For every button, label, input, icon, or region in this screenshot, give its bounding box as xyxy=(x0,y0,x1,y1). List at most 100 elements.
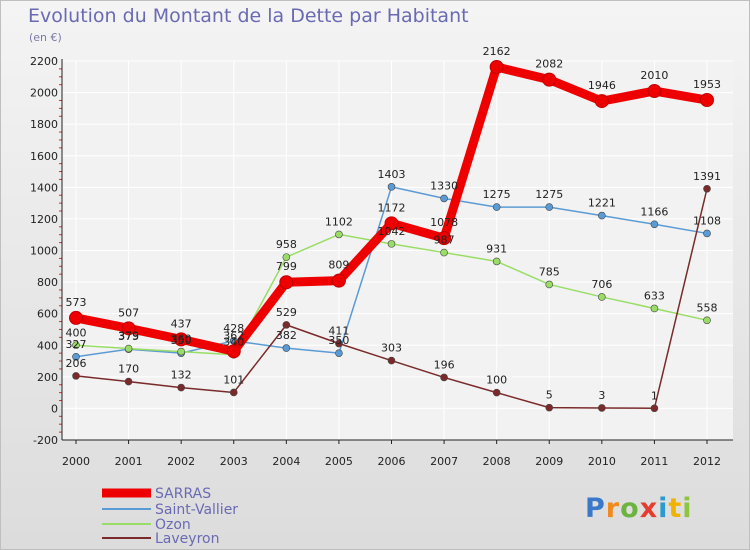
data-label: 1172 xyxy=(378,201,406,214)
data-point xyxy=(387,356,396,365)
data-point xyxy=(650,404,659,413)
data-point xyxy=(72,341,80,350)
logo-letter: i xyxy=(658,493,669,524)
data-label: 382 xyxy=(276,329,297,342)
data-label: 2082 xyxy=(535,58,563,71)
data-label: 327 xyxy=(66,338,87,351)
y-tick-label: 1600 xyxy=(30,150,58,163)
y-tick-label: 800 xyxy=(37,276,58,289)
legend-label-saint-vallier: Saint-Vallier xyxy=(155,502,238,518)
data-label: 375 xyxy=(118,330,139,343)
data-point xyxy=(174,332,189,347)
y-tick-label: 400 xyxy=(37,339,58,352)
data-label: 633 xyxy=(644,289,665,302)
logo-letter: r xyxy=(605,493,621,524)
data-point xyxy=(72,352,80,361)
legend-label-laveyron: Laveyron xyxy=(155,531,219,547)
x-tick-label: 2004 xyxy=(272,455,300,468)
data-label: 101 xyxy=(223,373,244,386)
data-label: 1391 xyxy=(693,170,721,183)
y-tick-label: 0 xyxy=(51,402,58,415)
data-label: 1042 xyxy=(378,225,406,238)
x-tick-label: 2008 xyxy=(483,455,511,468)
data-point xyxy=(703,229,711,238)
data-label: 362 xyxy=(223,329,244,342)
data-point xyxy=(650,220,659,229)
chart-title: Evolution du Montant de la Dette par Hab… xyxy=(28,5,469,27)
data-label: 958 xyxy=(276,238,297,251)
data-point xyxy=(384,216,399,231)
data-label: 1275 xyxy=(483,188,511,201)
data-point xyxy=(229,388,238,397)
data-point xyxy=(542,72,557,87)
data-point xyxy=(440,194,448,203)
data-label: 799 xyxy=(276,260,297,273)
y-tick-label: -200 xyxy=(33,434,58,447)
y-tick-label: 1800 xyxy=(30,118,58,131)
data-point xyxy=(545,280,554,289)
data-label: 428 xyxy=(223,322,244,335)
data-label: 196 xyxy=(434,358,455,371)
data-label: 132 xyxy=(171,369,192,382)
data-label: 1403 xyxy=(378,168,406,181)
data-label: 1166 xyxy=(640,205,668,218)
data-point xyxy=(598,211,606,220)
x-tick-label: 2005 xyxy=(325,455,353,468)
y-tick-label: 2200 xyxy=(30,55,58,68)
data-point xyxy=(72,372,80,380)
proxiti-logo: Proxiti xyxy=(585,493,693,524)
y-tick-label: 200 xyxy=(37,371,58,384)
x-tick-label: 2003 xyxy=(220,455,248,468)
data-label: 931 xyxy=(486,242,507,255)
data-label: 1330 xyxy=(430,179,458,192)
data-point xyxy=(437,231,452,246)
x-tick-label: 2006 xyxy=(378,455,406,468)
data-point xyxy=(598,293,606,301)
data-label: 5 xyxy=(546,389,553,402)
x-tick-label: 2009 xyxy=(535,455,563,468)
y-tick-label: 1000 xyxy=(30,245,58,258)
logo-letter: P xyxy=(585,493,606,524)
data-label: 437 xyxy=(171,317,192,330)
y-tick-label: 1400 xyxy=(30,181,58,194)
data-point xyxy=(545,203,554,211)
data-label: 573 xyxy=(66,296,87,309)
data-point xyxy=(647,84,662,99)
data-label: 3 xyxy=(598,389,605,402)
data-label: 303 xyxy=(381,342,402,355)
data-label: 411 xyxy=(328,325,349,338)
x-tick-label: 2000 xyxy=(62,455,90,468)
data-point xyxy=(387,240,396,248)
data-label: 350 xyxy=(328,334,349,347)
data-label: 987 xyxy=(434,234,455,247)
data-label: 558 xyxy=(697,301,718,314)
x-tick-label: 2012 xyxy=(693,455,721,468)
data-label: 2162 xyxy=(483,45,511,58)
data-point xyxy=(282,344,291,352)
data-point xyxy=(387,183,396,191)
y-tick-label: 600 xyxy=(37,308,58,321)
data-label: 379 xyxy=(118,330,139,343)
data-point xyxy=(598,404,606,412)
data-point xyxy=(69,310,83,325)
data-point xyxy=(492,257,501,266)
data-label: 2010 xyxy=(640,69,668,82)
data-label: 350 xyxy=(171,334,192,347)
x-tick-label: 2011 xyxy=(640,455,668,468)
data-point xyxy=(703,316,711,325)
data-label: 1221 xyxy=(588,197,616,210)
data-point xyxy=(282,321,291,329)
data-label: 100 xyxy=(486,374,507,387)
data-point xyxy=(650,304,659,313)
data-point xyxy=(282,253,291,261)
data-point xyxy=(594,94,609,109)
chart-subtitle: (en €) xyxy=(29,31,62,44)
data-point xyxy=(700,93,714,108)
x-tick-label: 2002 xyxy=(167,455,195,468)
data-point xyxy=(177,383,185,392)
data-point xyxy=(335,349,343,357)
data-point xyxy=(492,388,501,397)
data-point xyxy=(703,184,711,193)
